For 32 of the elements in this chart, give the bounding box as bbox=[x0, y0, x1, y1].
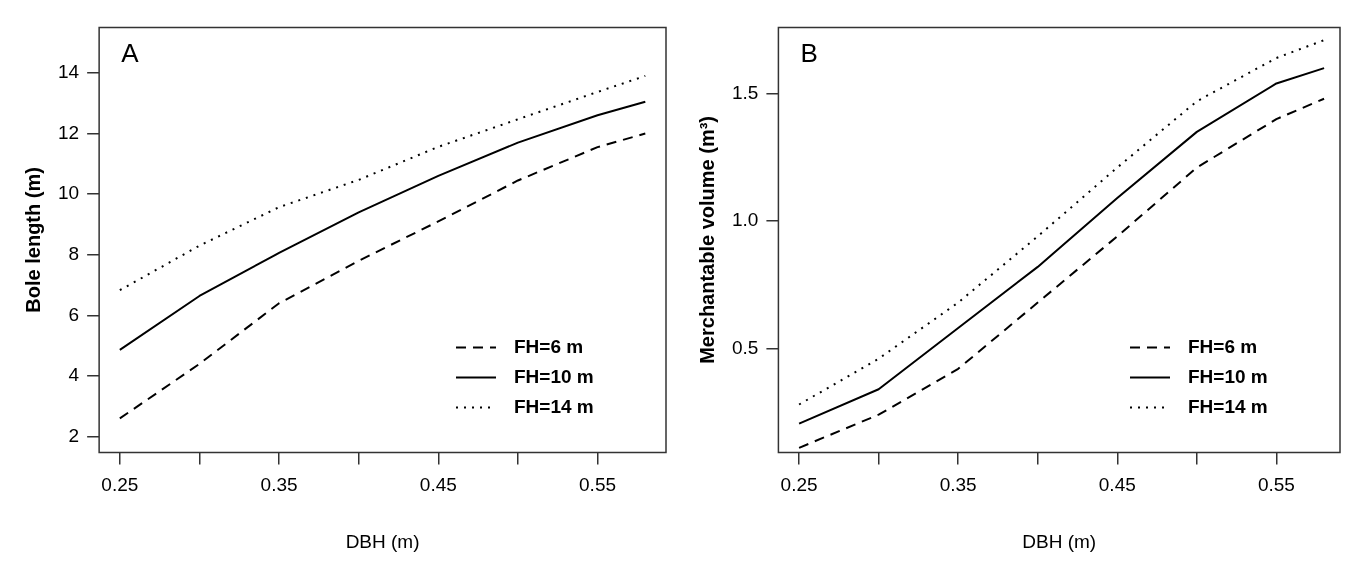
y-axis-title: Bole length (m) bbox=[21, 167, 44, 313]
y-tick-label: 0.5 bbox=[731, 336, 759, 358]
legend-label: FH=10 m bbox=[1188, 365, 1268, 387]
x-tick-label: 0.55 bbox=[579, 474, 617, 496]
line-series bbox=[118, 74, 647, 292]
annotation: B bbox=[800, 37, 818, 68]
line-series bbox=[118, 132, 647, 420]
x-tick-label: 0.55 bbox=[1257, 474, 1295, 496]
legend-label: FH=6 m bbox=[1188, 335, 1258, 357]
y-tick-label: 1.5 bbox=[731, 81, 759, 103]
x-axis-title: DBH (m) bbox=[345, 530, 420, 552]
x-tick-label: 0.45 bbox=[1098, 474, 1136, 496]
x-tick-label: 0.35 bbox=[260, 474, 298, 496]
x-tick-label: 0.45 bbox=[419, 474, 457, 496]
y-tick-label: 6 bbox=[68, 303, 80, 325]
y-tick-label: 8 bbox=[68, 242, 80, 264]
y-tick-label: 10 bbox=[57, 182, 80, 204]
y-tick-label: 4 bbox=[68, 364, 80, 386]
x-tick-label: 0.25 bbox=[780, 474, 818, 496]
x-tick-label: 0.25 bbox=[101, 474, 139, 496]
legend-label: FH=6 m bbox=[514, 335, 584, 357]
legend-label: FH=10 m bbox=[514, 365, 594, 387]
annotation: A bbox=[121, 37, 140, 68]
legend-label: FH=14 m bbox=[514, 395, 594, 417]
y-tick-label: 14 bbox=[57, 61, 80, 83]
y-tick-label: 12 bbox=[57, 121, 80, 143]
legend-label: FH=14 m bbox=[1188, 395, 1268, 417]
x-axis-title: DBH (m) bbox=[1022, 530, 1097, 552]
x-tick-label: 0.35 bbox=[939, 474, 977, 496]
y-axis-title: Merchantable volume (m³) bbox=[695, 115, 718, 364]
y-tick-label: 1.0 bbox=[731, 209, 759, 231]
y-tick-label: 2 bbox=[68, 424, 80, 446]
